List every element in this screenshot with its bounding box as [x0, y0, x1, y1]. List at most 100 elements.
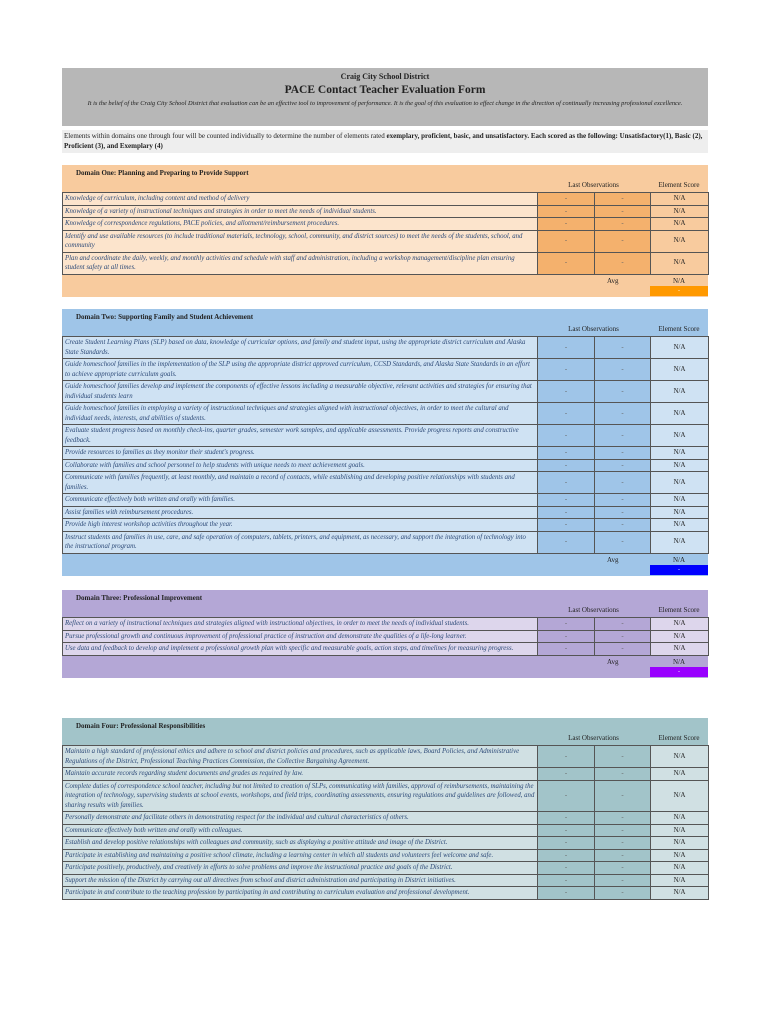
table-row: Maintain accurate records regarding stud…	[62, 767, 709, 781]
observation-2-cell[interactable]: -	[594, 471, 651, 494]
element-score-cell: N/A	[650, 629, 709, 643]
domain-title: Domain Three: Professional Improvement	[76, 594, 203, 602]
observation-2-cell[interactable]: -	[594, 229, 651, 253]
observation-1-cell[interactable]: -	[537, 861, 595, 875]
observation-1-cell[interactable]: -	[537, 886, 595, 900]
element-description: Reflect on a variety of instructional te…	[62, 617, 538, 631]
domain-section: Domain One: Planning and Preparing to Pr…	[62, 165, 709, 297]
observation-1-cell[interactable]: -	[537, 505, 595, 519]
observation-2-cell[interactable]: -	[594, 217, 651, 231]
page-title: PACE Contact Teacher Evaluation Form	[284, 84, 486, 96]
element-score-cell: N/A	[650, 380, 709, 403]
observation-2-cell[interactable]: -	[594, 617, 651, 631]
observation-2-cell[interactable]: -	[594, 458, 651, 472]
observation-2-cell[interactable]: -	[594, 380, 651, 403]
form-header: Craig City School District PACE Contact …	[62, 68, 708, 126]
observation-2-cell[interactable]: -	[594, 848, 651, 862]
observation-1-cell[interactable]: -	[537, 380, 595, 403]
element-description: Assist families with reimbursement proce…	[62, 505, 538, 519]
observation-2-cell[interactable]: -	[594, 886, 651, 900]
observation-2-cell[interactable]: -	[594, 251, 651, 275]
observation-1-cell[interactable]: -	[537, 192, 595, 206]
observation-1-cell[interactable]: -	[537, 811, 595, 825]
observation-2-cell[interactable]: -	[594, 424, 651, 447]
element-score-cell: N/A	[650, 873, 709, 887]
table-row: Knowledge of curriculum, including conte…	[62, 192, 709, 206]
observation-2-cell[interactable]: -	[594, 836, 651, 850]
observation-1-cell[interactable]: -	[537, 471, 595, 494]
observation-1-cell[interactable]: -	[537, 493, 595, 507]
observation-2-cell[interactable]: -	[594, 642, 651, 656]
observation-2-cell[interactable]: -	[594, 505, 651, 519]
observation-1-cell[interactable]: -	[537, 530, 595, 554]
last-observations-header: Last Observations	[568, 734, 619, 742]
element-score-cell: N/A	[650, 424, 709, 447]
domain-title: Domain Four: Professional Responsibiliti…	[76, 722, 206, 730]
observation-1-cell[interactable]: -	[537, 402, 595, 425]
observation-2-cell[interactable]: -	[594, 358, 651, 381]
element-score-cell: N/A	[650, 204, 709, 218]
observation-1-cell[interactable]: -	[537, 217, 595, 231]
last-observations-header: Last Observations	[568, 606, 619, 614]
observation-1-cell[interactable]: -	[537, 424, 595, 447]
observation-1-cell[interactable]: -	[537, 358, 595, 381]
observation-2-cell[interactable]: -	[594, 493, 651, 507]
observation-2-cell[interactable]: -	[594, 745, 651, 768]
observation-1-cell[interactable]: -	[537, 767, 595, 781]
observation-2-cell[interactable]: -	[594, 629, 651, 643]
avg-swatch: -	[650, 285, 708, 296]
element-score-cell: N/A	[650, 518, 709, 532]
observation-1-cell[interactable]: -	[537, 745, 595, 768]
observation-1-cell[interactable]: -	[537, 204, 595, 218]
observation-1-cell[interactable]: -	[537, 617, 595, 631]
element-score-cell: N/A	[650, 493, 709, 507]
element-description: Knowledge of a variety of instructional …	[62, 204, 538, 218]
observation-1-cell[interactable]: -	[537, 458, 595, 472]
observation-1-cell[interactable]: -	[537, 642, 595, 656]
element-description: Instruct students and families in use, c…	[62, 530, 538, 554]
element-description: Create Student Learning Plans (SLP) base…	[62, 336, 538, 359]
avg-label: Avg	[607, 276, 619, 285]
table-row: Instruct students and families in use, c…	[62, 530, 709, 554]
table-row: Participate in and contribute to the tea…	[62, 886, 709, 900]
element-score-cell: N/A	[650, 886, 709, 900]
element-description: Personally demonstrate and facilitate ot…	[62, 811, 538, 825]
observation-2-cell[interactable]: -	[594, 336, 651, 359]
observation-1-cell[interactable]: -	[537, 336, 595, 359]
observation-2-cell[interactable]: -	[594, 518, 651, 532]
avg-swatch: -	[650, 564, 708, 575]
observation-1-cell[interactable]: -	[537, 873, 595, 887]
avg-value: N/A	[672, 555, 686, 564]
table-row: Communicate with families frequently, at…	[62, 471, 709, 494]
element-score-cell: N/A	[650, 471, 709, 494]
observation-2-cell[interactable]: -	[594, 192, 651, 206]
observation-1-cell[interactable]: -	[537, 836, 595, 850]
observation-1-cell[interactable]: -	[537, 823, 595, 837]
table-row: Personally demonstrate and facilitate ot…	[62, 811, 709, 825]
observation-1-cell[interactable]: -	[537, 229, 595, 253]
table-row: Complete duties of correspondence school…	[62, 779, 709, 812]
observation-2-cell[interactable]: -	[594, 204, 651, 218]
observation-2-cell[interactable]: -	[594, 779, 651, 812]
observation-1-cell[interactable]: -	[537, 446, 595, 460]
element-score-header: Element Score	[658, 734, 700, 742]
observation-2-cell[interactable]: -	[594, 861, 651, 875]
elements-table: Create Student Learning Plans (SLP) base…	[62, 336, 709, 554]
observation-2-cell[interactable]: -	[594, 823, 651, 837]
observation-1-cell[interactable]: -	[537, 518, 595, 532]
observation-1-cell[interactable]: -	[537, 251, 595, 275]
observation-1-cell[interactable]: -	[537, 779, 595, 812]
observation-2-cell[interactable]: -	[594, 446, 651, 460]
observation-2-cell[interactable]: -	[594, 402, 651, 425]
observation-2-cell[interactable]: -	[594, 530, 651, 554]
observation-2-cell[interactable]: -	[594, 811, 651, 825]
element-description: Guide homeschool families develop and im…	[62, 380, 538, 403]
element-description: Participate in establishing and maintain…	[62, 848, 538, 862]
element-score-header: Element Score	[658, 606, 700, 614]
observation-1-cell[interactable]: -	[537, 848, 595, 862]
avg-value: N/A	[672, 276, 686, 285]
element-description: Plan and coordinate the daily, weekly, a…	[62, 251, 538, 275]
observation-2-cell[interactable]: -	[594, 873, 651, 887]
observation-1-cell[interactable]: -	[537, 629, 595, 643]
observation-2-cell[interactable]: -	[594, 767, 651, 781]
